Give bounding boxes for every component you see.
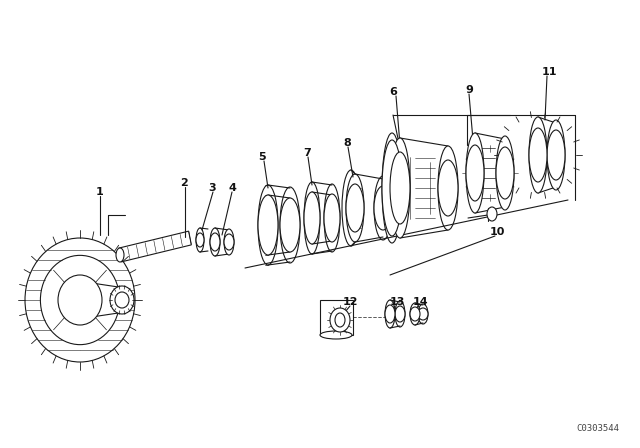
Ellipse shape	[196, 228, 204, 252]
Ellipse shape	[280, 187, 300, 263]
Ellipse shape	[324, 194, 340, 242]
Text: C0303544: C0303544	[577, 423, 620, 432]
Text: 8: 8	[343, 138, 351, 148]
Polygon shape	[118, 231, 191, 262]
Ellipse shape	[342, 170, 360, 246]
Text: 4: 4	[228, 183, 236, 193]
Ellipse shape	[496, 136, 514, 210]
Ellipse shape	[382, 133, 402, 243]
Ellipse shape	[466, 145, 484, 201]
Ellipse shape	[346, 184, 364, 232]
Ellipse shape	[529, 117, 547, 193]
Ellipse shape	[547, 130, 565, 180]
Ellipse shape	[374, 186, 392, 230]
Ellipse shape	[487, 207, 497, 221]
Ellipse shape	[466, 133, 484, 213]
Text: 11: 11	[541, 67, 557, 77]
Ellipse shape	[304, 192, 320, 244]
Text: 6: 6	[389, 87, 397, 97]
Text: 13: 13	[389, 297, 404, 307]
Ellipse shape	[196, 233, 204, 247]
Text: 3: 3	[208, 183, 216, 193]
Ellipse shape	[418, 308, 428, 320]
Ellipse shape	[258, 185, 278, 265]
Text: 5: 5	[258, 152, 266, 162]
Ellipse shape	[58, 275, 102, 325]
Ellipse shape	[395, 306, 405, 322]
Text: 2: 2	[180, 178, 188, 188]
Text: 14: 14	[412, 297, 428, 307]
Ellipse shape	[304, 182, 320, 254]
Ellipse shape	[224, 229, 234, 255]
Ellipse shape	[395, 301, 405, 327]
Text: 1: 1	[96, 187, 104, 197]
Ellipse shape	[390, 152, 410, 224]
Ellipse shape	[438, 160, 458, 216]
Ellipse shape	[40, 255, 120, 345]
Text: 9: 9	[465, 85, 473, 95]
Ellipse shape	[547, 120, 565, 190]
Ellipse shape	[210, 228, 220, 256]
Ellipse shape	[324, 184, 340, 252]
Ellipse shape	[210, 233, 220, 251]
Ellipse shape	[115, 292, 129, 308]
Polygon shape	[320, 300, 353, 335]
Ellipse shape	[496, 147, 514, 199]
Ellipse shape	[385, 305, 395, 323]
Ellipse shape	[346, 174, 364, 242]
Ellipse shape	[116, 248, 124, 262]
Ellipse shape	[410, 303, 420, 325]
Ellipse shape	[385, 300, 395, 328]
Ellipse shape	[418, 304, 428, 324]
Ellipse shape	[390, 138, 410, 238]
Ellipse shape	[335, 313, 345, 327]
Ellipse shape	[25, 238, 135, 362]
Polygon shape	[85, 282, 125, 318]
Ellipse shape	[374, 176, 392, 240]
Text: 7: 7	[303, 148, 311, 158]
Ellipse shape	[320, 331, 352, 339]
Ellipse shape	[330, 308, 350, 332]
Ellipse shape	[529, 128, 547, 182]
Ellipse shape	[382, 140, 402, 236]
Ellipse shape	[258, 195, 278, 255]
Ellipse shape	[280, 198, 300, 252]
Ellipse shape	[110, 286, 134, 314]
Ellipse shape	[224, 234, 234, 250]
Text: 12: 12	[342, 297, 358, 307]
Ellipse shape	[410, 307, 420, 321]
Text: 10: 10	[490, 227, 505, 237]
Ellipse shape	[438, 146, 458, 230]
